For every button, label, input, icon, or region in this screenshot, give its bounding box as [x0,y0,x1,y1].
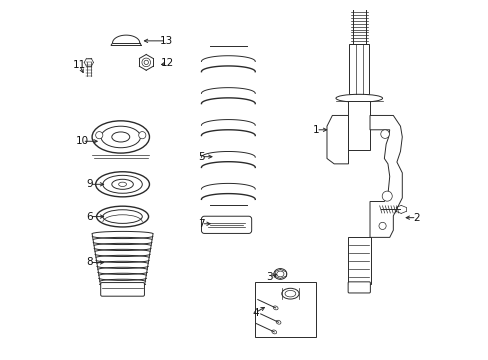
Bar [348,44,368,94]
Text: 5: 5 [198,152,204,162]
FancyBboxPatch shape [201,216,251,233]
Bar [348,101,369,149]
FancyBboxPatch shape [101,283,144,296]
Circle shape [96,132,102,139]
Circle shape [142,58,150,67]
Ellipse shape [112,179,133,189]
Ellipse shape [101,126,140,148]
Text: 3: 3 [266,272,272,282]
Bar [347,237,370,284]
Circle shape [144,60,148,64]
Ellipse shape [92,121,149,153]
Text: 1: 1 [312,125,319,135]
Ellipse shape [112,132,129,142]
Ellipse shape [102,210,142,224]
Text: 6: 6 [86,212,93,221]
Circle shape [380,130,388,138]
Ellipse shape [273,269,286,279]
Ellipse shape [335,94,382,102]
Text: 9: 9 [86,179,93,189]
Text: 10: 10 [76,136,89,146]
Text: 2: 2 [412,213,419,222]
Polygon shape [326,116,348,164]
Circle shape [378,222,386,229]
Ellipse shape [96,206,148,227]
Ellipse shape [276,271,284,277]
Text: 7: 7 [198,219,204,229]
Bar [255,282,316,337]
Circle shape [139,132,145,139]
Text: 12: 12 [161,58,174,68]
Ellipse shape [281,288,298,299]
Ellipse shape [276,320,281,324]
Text: 11: 11 [73,60,86,70]
Text: 13: 13 [160,36,173,46]
Polygon shape [369,116,402,237]
Text: 4: 4 [251,308,258,318]
Circle shape [382,191,391,201]
Ellipse shape [271,330,276,334]
Ellipse shape [96,172,149,197]
Ellipse shape [102,175,142,193]
Ellipse shape [285,291,295,297]
Ellipse shape [119,182,126,186]
Ellipse shape [273,306,278,310]
FancyBboxPatch shape [347,282,369,293]
Text: 8: 8 [86,257,93,267]
